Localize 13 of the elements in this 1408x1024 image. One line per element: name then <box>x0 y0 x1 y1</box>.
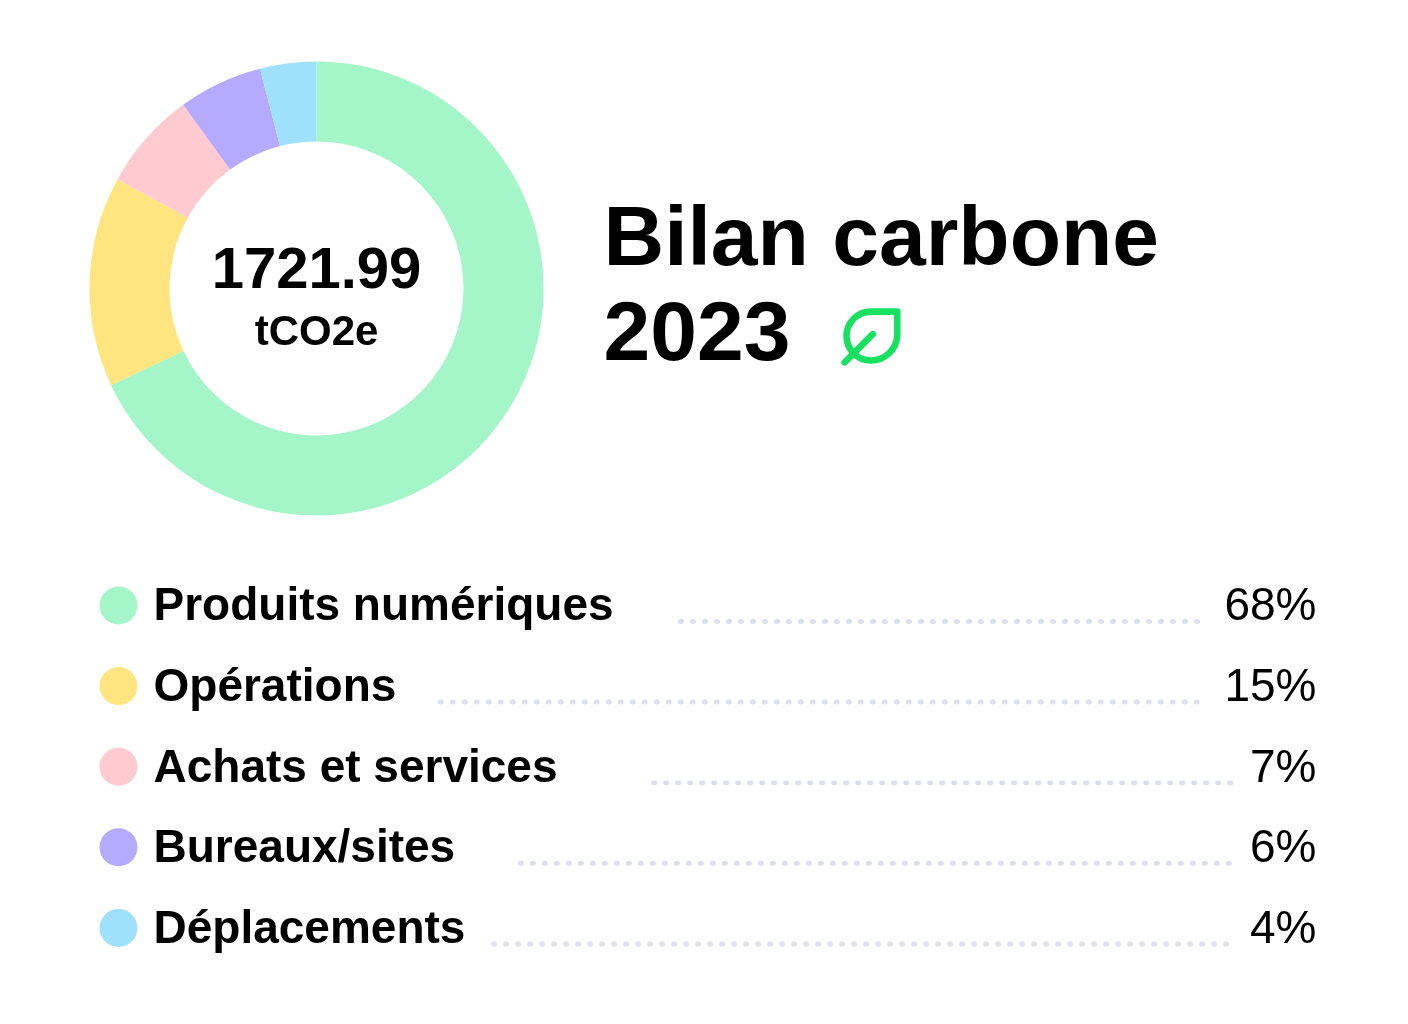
data-label: 68% <box>1224 578 1317 631</box>
data-label: 6% <box>1250 820 1317 873</box>
legend-label: Bureaux/sites <box>153 820 456 873</box>
legend-label: Opérations <box>153 659 397 711</box>
data-label: 4% <box>1250 900 1317 953</box>
legend-label: Produits numériques <box>153 578 614 631</box>
data-label: 7% <box>1250 739 1317 792</box>
legend-label: Achats et services <box>153 739 558 792</box>
text: 1721.99 <box>211 235 422 301</box>
data-label: 15% <box>1224 659 1317 711</box>
text: tCO2e <box>254 307 379 355</box>
text: Bilan carbone 2023 <box>603 189 1159 379</box>
legend-label: Déplacements <box>153 900 466 953</box>
